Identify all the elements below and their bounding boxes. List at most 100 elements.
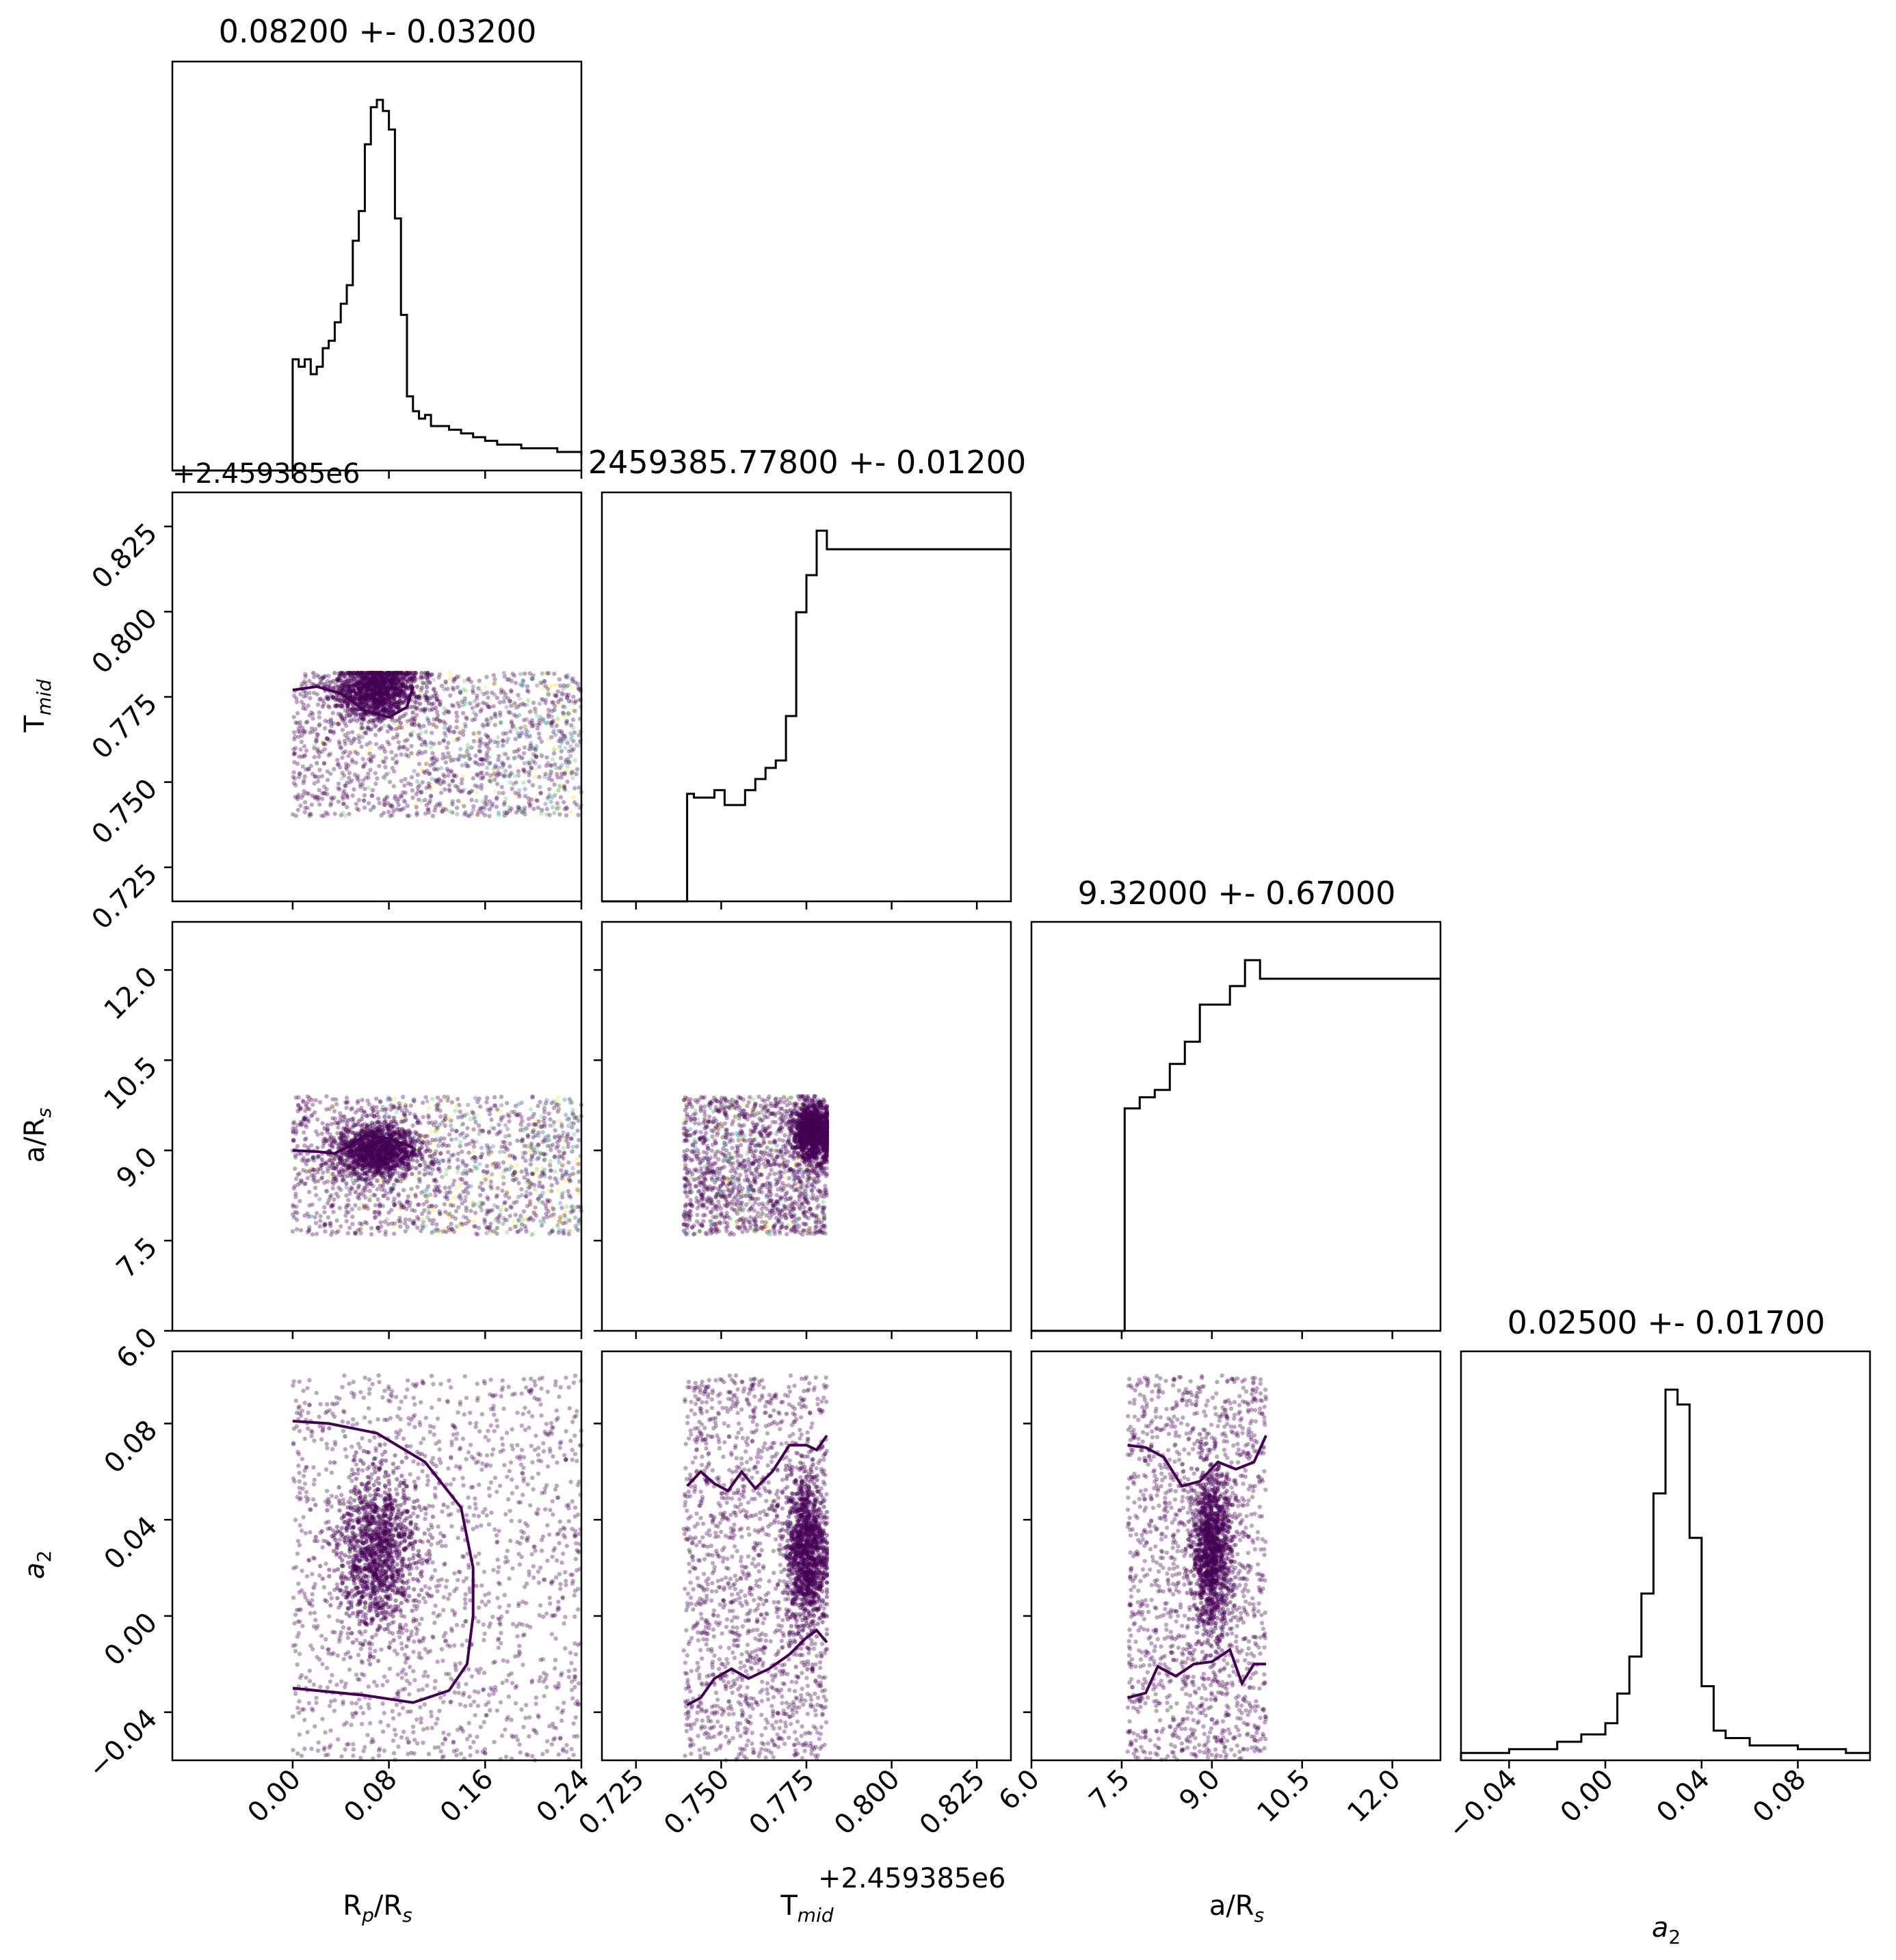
scatter-point <box>486 746 492 752</box>
scatter-point <box>430 756 435 761</box>
scatter-point <box>522 808 527 813</box>
scatter-point <box>335 763 340 767</box>
scatter-point <box>552 747 557 752</box>
scatter-point <box>546 1189 551 1193</box>
scatter-point <box>473 1210 478 1215</box>
scatter-point <box>521 767 526 772</box>
scatter-point <box>508 772 513 778</box>
scatter-point <box>376 796 381 802</box>
scatter-point <box>293 720 298 725</box>
scatter-point <box>497 710 503 715</box>
scatter-point <box>448 693 453 698</box>
scatter-point <box>503 1145 508 1151</box>
scatter-point <box>432 741 436 746</box>
scatter-point <box>347 672 352 676</box>
scatter-point <box>512 1224 518 1230</box>
scatter-point <box>446 773 451 778</box>
scatter-point <box>461 1189 466 1194</box>
scatter-point <box>455 685 460 690</box>
scatter-point <box>443 1096 448 1101</box>
scatter-point <box>319 773 325 779</box>
scatter-point <box>460 1158 465 1164</box>
scatter-point <box>518 1213 523 1219</box>
scatter-point <box>399 807 404 812</box>
scatter-point <box>485 1226 490 1230</box>
scatter-point <box>550 700 555 705</box>
scatter-point <box>552 782 557 787</box>
scatter-point <box>291 752 296 757</box>
scatter-point <box>344 762 349 767</box>
scatter-point <box>430 776 434 782</box>
scatter-point <box>292 751 297 756</box>
scatter-point <box>386 689 391 694</box>
scatter-point <box>363 1110 367 1115</box>
scatter-point <box>415 752 421 756</box>
scatter-point <box>551 730 556 734</box>
scatter-point <box>322 747 327 752</box>
scatter-point <box>477 763 482 767</box>
scatter-point <box>324 1094 329 1099</box>
scatter-point <box>528 743 533 748</box>
scatter-point <box>471 1149 475 1154</box>
scatter-point <box>451 1178 457 1183</box>
scatter-point <box>312 781 317 786</box>
scatter-point <box>344 1219 349 1223</box>
scatter-point <box>405 737 410 743</box>
scatter-point <box>380 718 385 723</box>
scatter-point <box>505 810 510 816</box>
scatter-point <box>432 687 436 691</box>
scatter-point <box>521 780 526 785</box>
scatter-point <box>334 1166 339 1171</box>
scatter-point <box>549 734 554 740</box>
scatter-point <box>364 1181 369 1186</box>
scatter-point <box>369 727 373 732</box>
scatter-point <box>356 773 360 779</box>
scatter-point <box>312 745 317 751</box>
scatter-point <box>472 1224 477 1229</box>
scatter-point <box>296 793 301 797</box>
scatter-point <box>296 734 301 739</box>
scatter-point <box>531 700 536 705</box>
scatter-point <box>369 759 373 764</box>
scatter-point <box>448 1203 453 1208</box>
scatter-point <box>335 678 340 684</box>
scatter-point <box>465 1191 471 1195</box>
scatter-point <box>395 686 400 691</box>
scatter-point <box>312 1172 317 1178</box>
scatter-point <box>459 781 464 786</box>
scatter-point <box>474 812 479 817</box>
scatter-point <box>405 804 410 808</box>
scatter-point <box>330 1097 335 1102</box>
scatter-point <box>574 1115 579 1120</box>
scatter-point <box>349 741 354 746</box>
scatter-point <box>386 724 391 728</box>
scatter-point <box>505 810 510 815</box>
scatter-point <box>410 788 415 793</box>
scatter-point <box>495 1226 500 1230</box>
scatter-point <box>519 730 525 735</box>
scatter-point <box>498 771 503 777</box>
scatter-point <box>546 715 551 719</box>
scatter-point <box>292 737 297 742</box>
scatter-point <box>406 754 411 759</box>
scatter-point <box>302 679 307 684</box>
scatter-point <box>353 691 358 696</box>
scatter-point <box>382 750 388 754</box>
scatter-point <box>477 756 482 762</box>
scatter-point <box>337 676 341 682</box>
scatter-point <box>369 1232 374 1237</box>
scatter-point <box>477 1162 482 1167</box>
scatter-point <box>398 675 403 680</box>
scatter-point <box>348 750 353 755</box>
scatter-point <box>402 1172 407 1177</box>
scatter-point <box>509 678 514 683</box>
scatter-point <box>323 741 328 747</box>
scatter-point <box>453 1187 459 1191</box>
scatter-point <box>440 809 445 814</box>
scatter-point <box>303 806 308 810</box>
scatter-point <box>492 767 497 772</box>
scatter-point <box>572 1215 578 1220</box>
scatter-point <box>451 1152 456 1157</box>
scatter-point <box>419 767 424 772</box>
scatter-point <box>430 1137 435 1143</box>
